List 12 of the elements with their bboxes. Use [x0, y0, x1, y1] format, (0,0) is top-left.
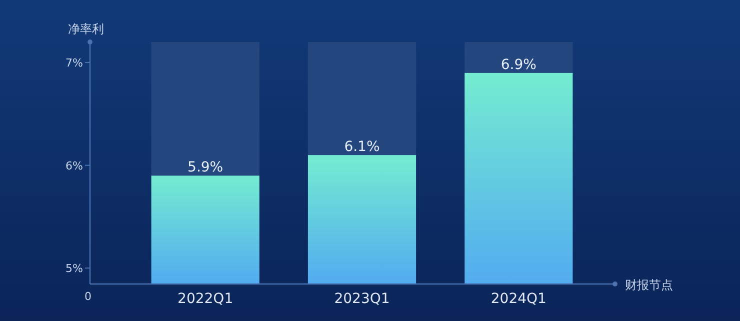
y-tick-label: 6%: [66, 159, 83, 172]
x-axis-title: 财报节点: [625, 278, 673, 292]
x-tick-label: 2024Q1: [490, 291, 546, 307]
data-label: 5.9%: [188, 160, 224, 176]
data-label: 6.9%: [500, 56, 536, 73]
x-tick-label: 2022Q1: [178, 291, 234, 307]
y-axis-title: 净率利: [68, 22, 104, 36]
x-tick-label: 2023Q1: [334, 291, 390, 307]
text: 0: [84, 290, 92, 303]
y-tick-label: 7%: [66, 56, 83, 70]
y-tick-label: 5%: [66, 262, 83, 276]
data-label: 6.1%: [344, 139, 380, 156]
